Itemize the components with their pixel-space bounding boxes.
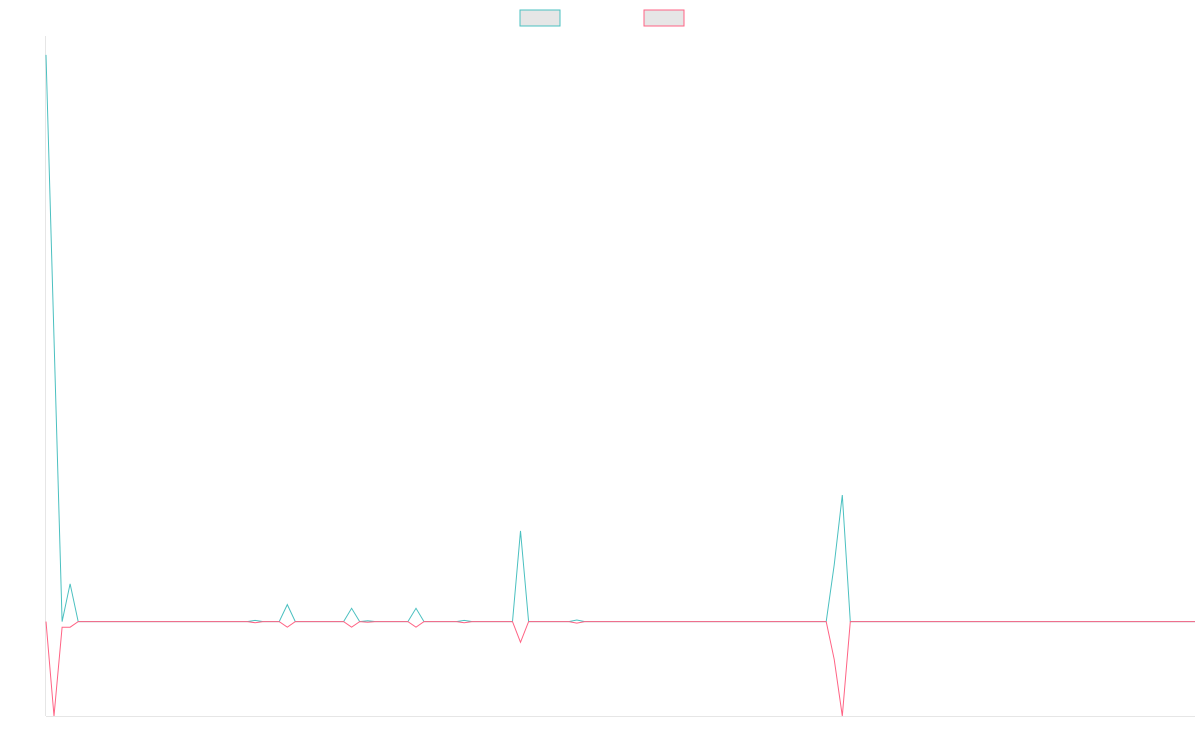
series-line-1 xyxy=(45,54,1195,623)
legend-swatch-2 xyxy=(643,9,685,27)
series-line-2 xyxy=(45,621,1195,717)
legend-item-2[interactable] xyxy=(643,9,685,27)
legend xyxy=(519,9,685,27)
legend-swatch-1 xyxy=(519,9,561,27)
series-layer xyxy=(45,54,1195,717)
legend-item-1[interactable] xyxy=(519,9,561,27)
